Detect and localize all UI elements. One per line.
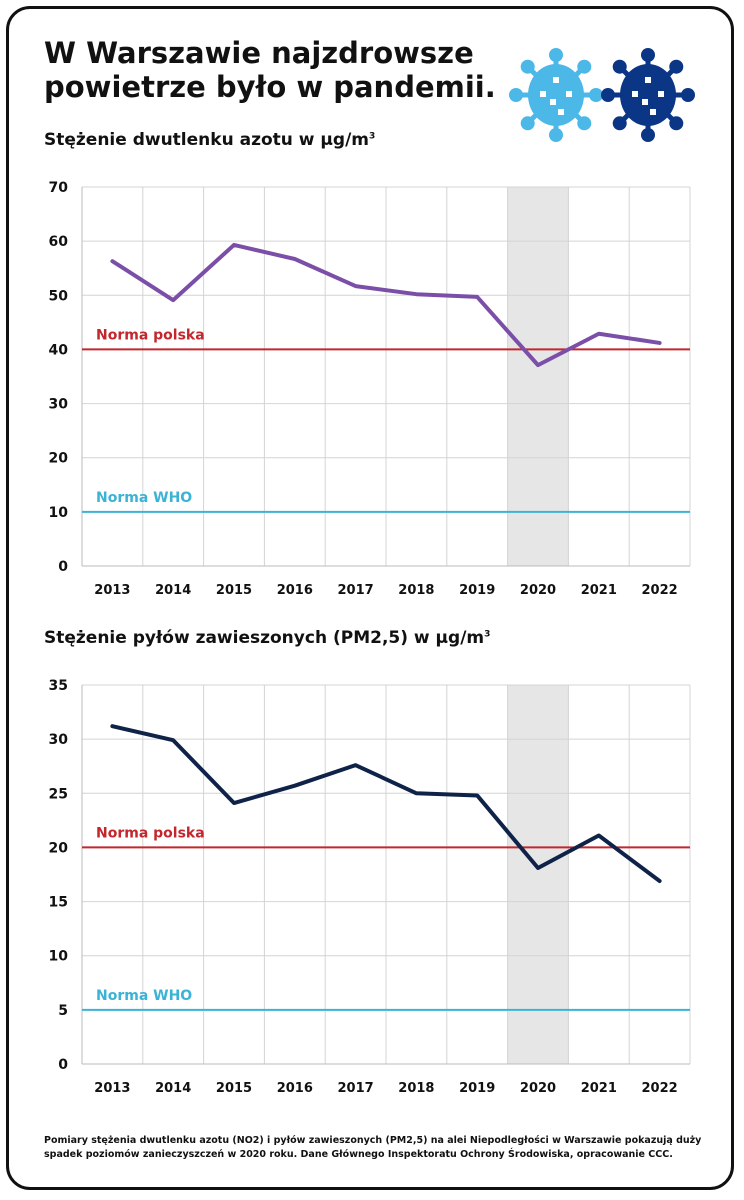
chart-2-title-text: Stężenie pyłów zawieszonych (PM2,5) w µg… — [44, 628, 485, 648]
pandemic-highlight — [507, 187, 569, 566]
y-tick-label: 30 — [49, 732, 69, 748]
virus-spike-tip — [549, 128, 563, 142]
data-line — [110, 242, 662, 368]
footer-line-1: Pomiary stężenia dwutlenku azotu (NO2) i… — [44, 1135, 702, 1146]
x-tick-label: 2018 — [398, 583, 434, 598]
x-tick-label: 2017 — [338, 1081, 374, 1096]
virus-icon-dark-blue — [601, 48, 695, 142]
virus-spike-tip — [589, 88, 603, 102]
title-line-1: W Warszawie najzdrowsze — [44, 36, 474, 70]
virus-spike-tip — [641, 128, 655, 142]
y-tick-label: 25 — [49, 786, 68, 802]
virus-dot — [558, 109, 564, 115]
chart-1-title-sup: 3 — [369, 131, 376, 142]
x-tick-label: 2014 — [155, 1081, 191, 1096]
virus-dot — [645, 77, 651, 83]
virus-dot — [553, 77, 559, 83]
reference-line-label: Norma polska — [96, 825, 205, 841]
x-tick-label: 2014 — [155, 583, 191, 598]
footer-line-2: spadek poziomów zanieczyszczeń w 2020 ro… — [44, 1149, 673, 1160]
x-tick-label: 2022 — [642, 583, 678, 598]
virus-spike-tip — [601, 88, 615, 102]
virus-spike-tip — [509, 88, 523, 102]
footer-note: Pomiary stężenia dwutlenku azotu (NO2) i… — [44, 1134, 704, 1162]
virus-dot — [642, 99, 648, 105]
x-tick-label: 2019 — [459, 1081, 495, 1096]
data-line — [110, 724, 662, 883]
y-tick-label: 50 — [49, 288, 69, 304]
virus-spike-tip — [549, 48, 563, 62]
x-tick-label: 2019 — [459, 583, 495, 598]
y-tick-label: 35 — [49, 678, 68, 694]
y-tick-label: 15 — [49, 895, 68, 911]
x-tick-label: 2015 — [216, 1081, 252, 1096]
pm25-chart: 0 5 10 15 20 25 30 35 2013 2014 2015 2016 2017 2018 20… — [49, 678, 691, 1096]
virus-spike-tip — [641, 48, 655, 62]
x-tick-label: 2021 — [581, 1081, 617, 1096]
x-tick-label: 2013 — [94, 583, 130, 598]
virus-spike-tip — [577, 59, 592, 74]
virus-spike-tip — [612, 59, 627, 74]
virus-body — [620, 64, 676, 126]
x-tick-label: 2015 — [216, 583, 252, 598]
reference-line-label: Norma WHO — [96, 490, 192, 506]
chart-2-title-sup: 3 — [484, 629, 491, 640]
x-tick-label: 2021 — [581, 583, 617, 598]
no2-chart: 0 10 20 30 40 50 60 70 2013 2014 2015 2016 2017 2018 2… — [49, 180, 691, 598]
virus-spike-tip — [681, 88, 695, 102]
page-title: W Warszawie najzdrowsze powietrze było w … — [44, 36, 496, 104]
y-tick-label: 0 — [58, 1057, 68, 1073]
virus-spike-tip — [669, 116, 684, 131]
y-tick-label: 20 — [49, 840, 69, 856]
y-tick-label: 70 — [49, 180, 69, 196]
card-frame — [6, 6, 734, 1190]
y-tick-label: 0 — [58, 559, 68, 575]
virus-dot — [632, 91, 638, 97]
virus-spike-tip — [520, 116, 535, 131]
y-tick-label: 5 — [58, 1003, 68, 1019]
virus-spike-tip — [520, 59, 535, 74]
virus-dot — [540, 91, 546, 97]
x-tick-label: 2020 — [520, 1081, 556, 1096]
x-tick-label: 2020 — [520, 583, 556, 598]
y-tick-label: 40 — [49, 342, 69, 358]
virus-dot — [650, 109, 656, 115]
y-tick-label: 30 — [49, 397, 69, 413]
virus-dot — [566, 91, 572, 97]
reference-line-label: Norma polska — [96, 327, 205, 343]
chart-1-title-text: Stężenie dwutlenku azotu w µg/m — [44, 130, 370, 150]
virus-dot — [550, 99, 556, 105]
pandemic-highlight — [507, 685, 569, 1064]
virus-spike-tip — [612, 116, 627, 131]
chart-1-title: Stężenie dwutlenku azotu w µg/m3 — [44, 130, 375, 150]
x-tick-label: 2016 — [277, 1081, 313, 1096]
title-line-2: powietrze było w pandemii. — [44, 70, 496, 104]
x-tick-label: 2017 — [338, 583, 374, 598]
x-tick-label: 2016 — [277, 583, 313, 598]
x-tick-label: 2013 — [94, 1081, 130, 1096]
y-tick-label: 60 — [49, 234, 69, 250]
x-tick-label: 2018 — [398, 1081, 434, 1096]
y-tick-label: 10 — [49, 949, 69, 965]
virus-spike-tip — [669, 59, 684, 74]
reference-line-label: Norma WHO — [96, 988, 192, 1004]
virus-body — [528, 64, 584, 126]
virus-spike-tip — [577, 116, 592, 131]
y-tick-label: 20 — [49, 451, 69, 467]
chart-2-title: Stężenie pyłów zawieszonych (PM2,5) w µg… — [44, 628, 490, 648]
virus-dot — [658, 91, 664, 97]
virus-icon-light-blue — [509, 48, 603, 142]
y-tick-label: 10 — [49, 505, 69, 521]
x-tick-label: 2022 — [642, 1081, 678, 1096]
